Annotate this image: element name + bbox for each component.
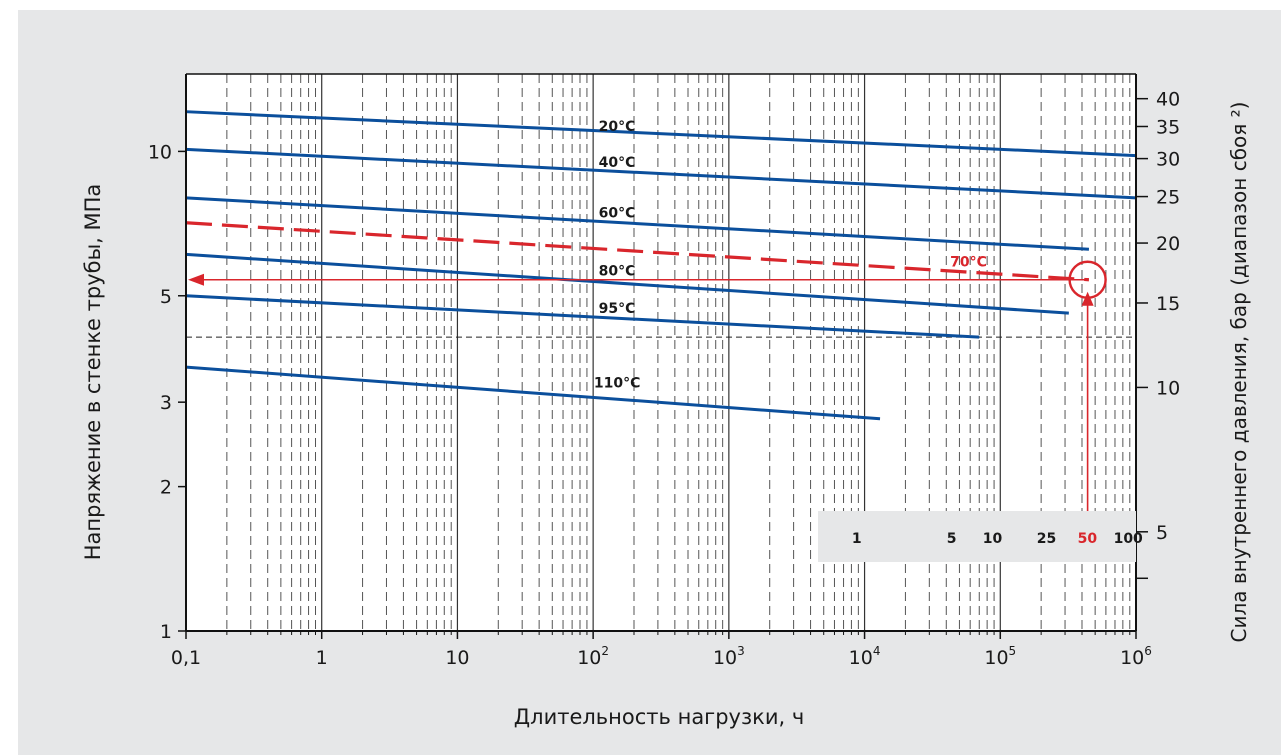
- series-label: 110°C: [594, 375, 641, 391]
- series-line: [185, 196, 1090, 251]
- highlight-series-label: 70°C: [950, 254, 987, 270]
- y-right-axis-title: Сила внутреннего давления, бар (диапазон…: [1227, 102, 1251, 643]
- lifetime-scale-box: [818, 511, 1136, 562]
- x-tick-label: 102: [577, 644, 609, 669]
- lifetime-scale-label: 25: [1037, 531, 1056, 547]
- y-tick-label: 3: [160, 392, 172, 414]
- x-tick-label: 0,1: [171, 647, 201, 669]
- series-label: 95°C: [599, 301, 636, 317]
- x-tick-label: 105: [984, 644, 1016, 669]
- y-right-tick-label: 10: [1156, 377, 1180, 399]
- series-label: 20°C: [599, 119, 636, 135]
- series-label: 40°C: [599, 155, 636, 171]
- x-tick-label: 1: [316, 647, 328, 669]
- lifetime-scale-label: 50: [1078, 531, 1098, 547]
- lifetime-scale-label: 1: [852, 531, 862, 547]
- y-right-tick-label: 30: [1156, 149, 1180, 171]
- example-arrowhead-up: [1081, 291, 1094, 306]
- lifetime-scale-label: 5: [947, 531, 957, 547]
- y-tick-label: 10: [148, 141, 172, 163]
- y-tick-label: 2: [160, 477, 172, 499]
- y-tick-label: 1: [160, 621, 172, 643]
- x-tick-label: 106: [1120, 644, 1152, 669]
- example-arrowhead-left: [188, 273, 204, 286]
- series-label: 60°C: [599, 206, 636, 222]
- series-line: [185, 252, 1069, 315]
- y-tick-label: 5: [160, 286, 172, 308]
- series-line: [185, 365, 881, 421]
- highlight-series-line: [185, 221, 1090, 282]
- y-right-tick-label: 40: [1156, 89, 1180, 111]
- series-line: [185, 294, 980, 339]
- y-right-tick-label: 15: [1156, 293, 1180, 315]
- series-label: 80°C: [599, 263, 636, 279]
- stress-rupture-chart: 70°C 0,1 1 10 102 103 104 105 10612351040353025…: [81, 73, 1251, 729]
- y-right-tick-label: 20: [1156, 233, 1180, 255]
- y-right-tick-label: 5: [1156, 522, 1168, 544]
- x-tick-label: 103: [713, 644, 745, 669]
- lifetime-scale-label: 100: [1114, 531, 1143, 547]
- series-line: [185, 110, 1137, 158]
- y-axis-title: Напряжение в стенке трубы, МПа: [81, 184, 105, 561]
- series-line: [185, 147, 1137, 200]
- y-right-tick-label: 35: [1156, 116, 1180, 138]
- y-right-tick-label: 25: [1156, 187, 1180, 209]
- chart-panel: 70°C 0,1 1 10 102 103 104 105 106 1 2 3 5 10 40 35 30 25…: [18, 10, 1281, 755]
- x-tick-label: 10: [445, 647, 469, 669]
- x-axis-title: Длительность нагрузки, ч: [514, 705, 804, 729]
- x-tick-label: 104: [849, 644, 881, 669]
- lifetime-scale-label: 10: [983, 531, 1003, 547]
